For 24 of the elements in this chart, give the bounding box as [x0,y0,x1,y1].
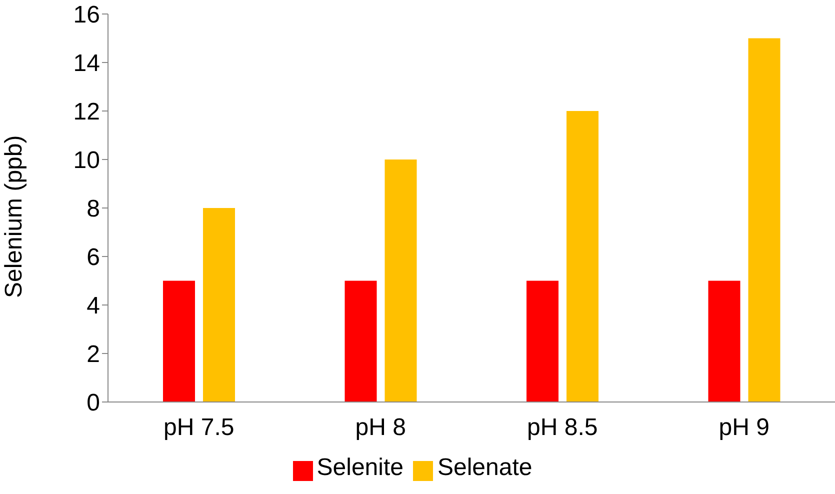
y-axis-title: Selenium (ppb) [0,135,28,298]
x-tick-label: pH 8 [355,414,406,442]
bar [384,160,417,402]
y-tick-label: 8 [86,196,100,223]
bar [748,38,780,402]
legend-label: Selenate [437,454,532,481]
x-tick-label: pH 7.5 [164,414,234,442]
bar [526,280,558,402]
y-tick-label: 6 [86,244,100,272]
y-tick-label: 10 [73,147,100,174]
bar [163,280,195,402]
y-tick-label: 0 [86,390,100,417]
bar [708,280,740,402]
y-tick-label: 12 [73,98,100,126]
bar [203,208,235,402]
y-tick-label: 4 [86,292,100,320]
bar [566,111,598,402]
bar [344,280,377,402]
y-tick-label: 14 [73,50,100,78]
x-tick-label: pH 8.5 [527,414,598,442]
y-tick-label: 2 [86,341,100,368]
x-tick-label: pH 9 [718,414,770,442]
legend-label: Selenite [316,454,404,481]
y-tick-label: 16 [73,2,100,29]
